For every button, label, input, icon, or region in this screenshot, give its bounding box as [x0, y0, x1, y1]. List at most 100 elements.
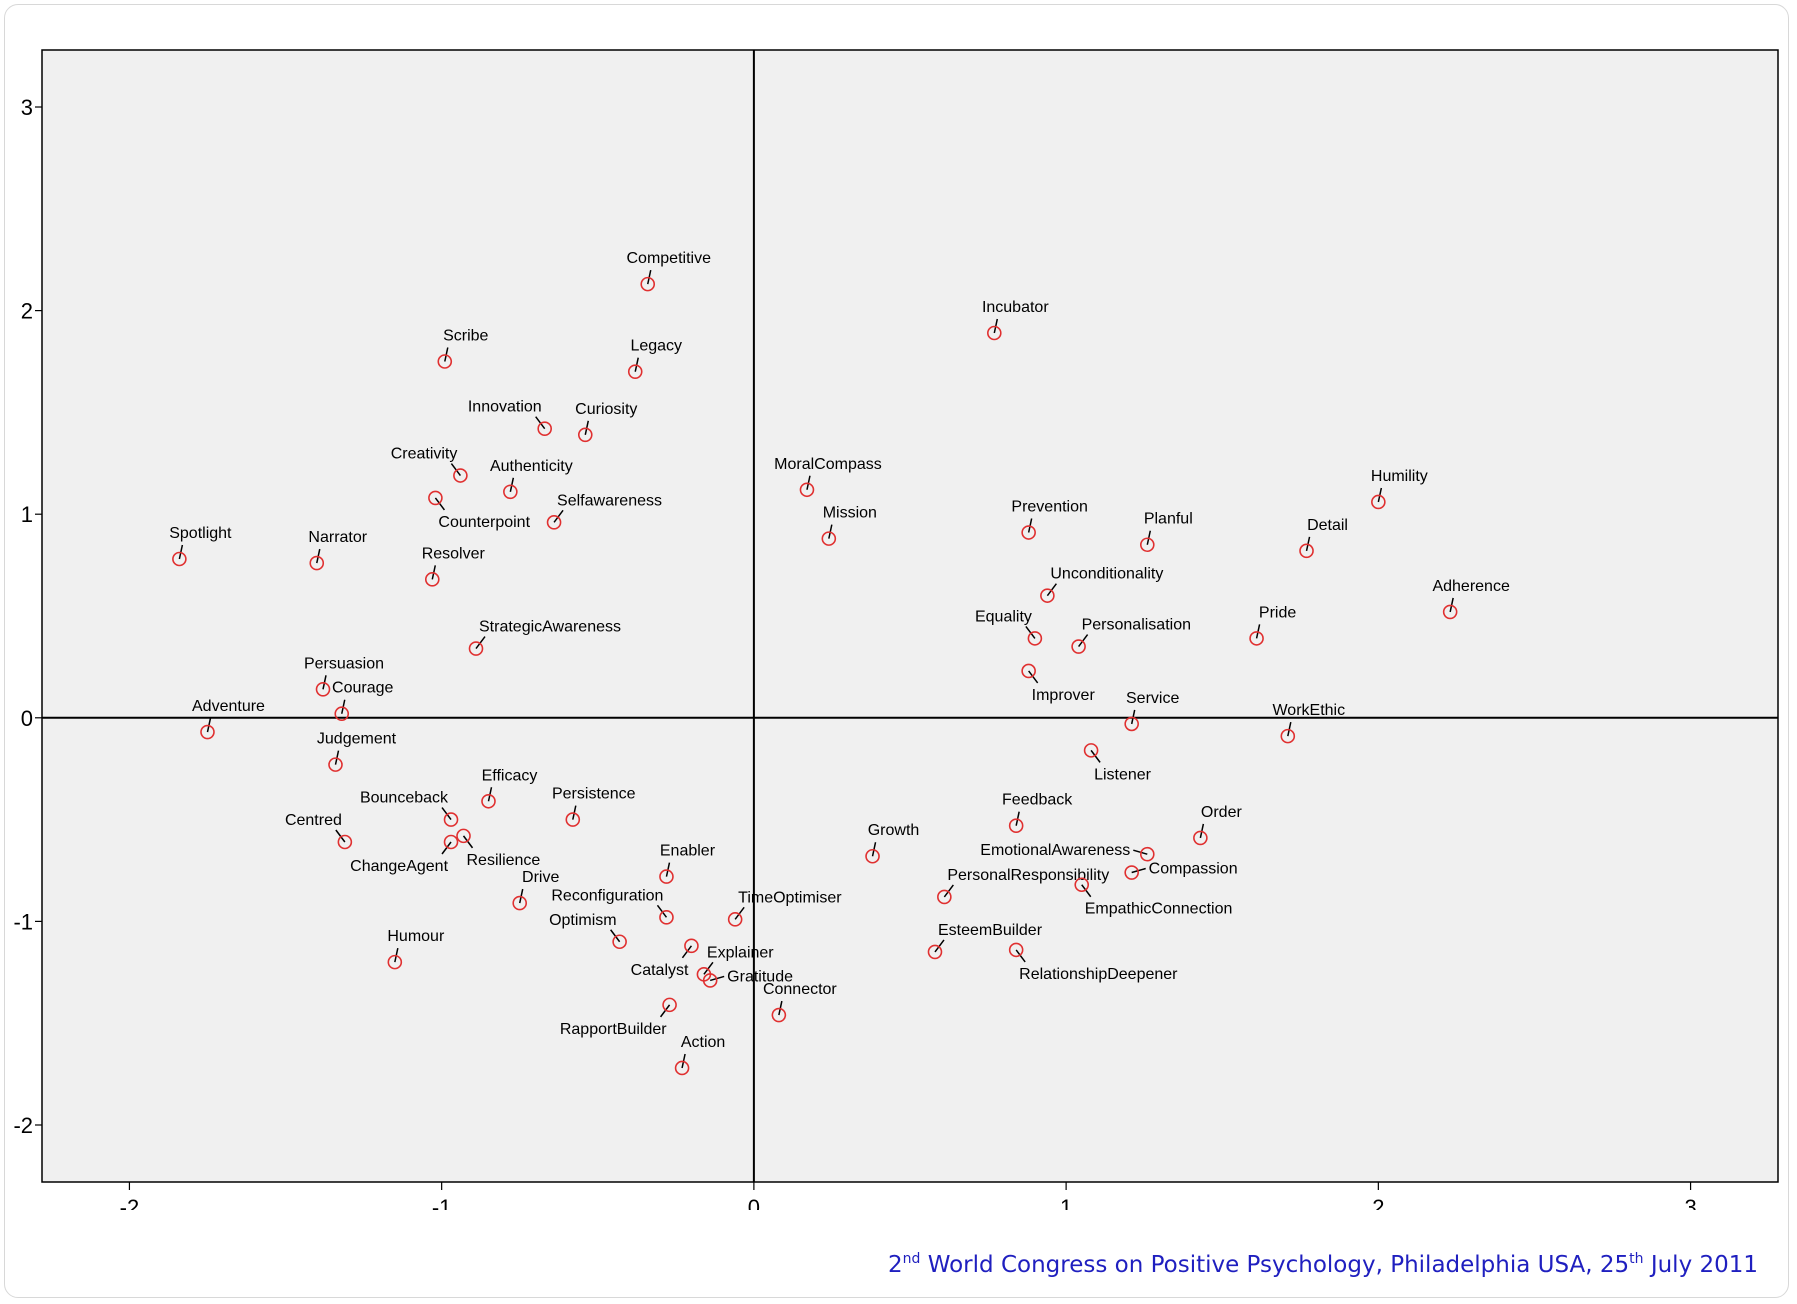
- data-point: Centred: [285, 812, 353, 850]
- leader-line: [441, 841, 452, 855]
- point-marker: [865, 848, 880, 864]
- y-tick-label: 2: [21, 299, 33, 324]
- point-label: Equality: [975, 608, 1032, 625]
- point-marker: [702, 973, 718, 988]
- point-marker: [337, 834, 353, 850]
- point-marker: [503, 484, 518, 500]
- point-marker: [799, 482, 815, 498]
- data-point: Persuasion: [304, 655, 384, 697]
- point-marker: [453, 468, 468, 483]
- data-point: Reconfiguration: [551, 887, 674, 925]
- point-label: Resolver: [422, 545, 486, 562]
- data-point: Humility: [1371, 468, 1428, 510]
- data-point: StrategicAwareness: [468, 619, 621, 656]
- point-label: RapportBuilder: [560, 1021, 667, 1038]
- data-point: Efficacy: [481, 767, 537, 809]
- point-label: RelationshipDeepener: [1019, 966, 1178, 983]
- data-point: Spotlight: [169, 525, 232, 567]
- data-point: Listener: [1083, 743, 1152, 783]
- point-label: Scribe: [443, 328, 488, 345]
- data-point: Planful: [1139, 511, 1193, 553]
- leader-line: [1090, 749, 1101, 763]
- point-marker: [727, 912, 743, 927]
- point-label: Gratitude: [727, 968, 793, 985]
- data-point: Mission: [821, 505, 877, 546]
- point-marker: [328, 757, 343, 772]
- point-marker: [437, 354, 453, 369]
- y-tick-label: 0: [21, 706, 33, 731]
- point-marker: [659, 869, 674, 884]
- point-label: Order: [1201, 804, 1243, 821]
- point-marker: [627, 364, 643, 379]
- point-marker: [200, 724, 215, 740]
- data-point: Courage: [332, 680, 394, 722]
- data-point: Prevention: [1011, 499, 1088, 540]
- point-marker: [640, 276, 656, 292]
- point-label: Optimism: [549, 912, 617, 929]
- point-marker: [1074, 877, 1090, 893]
- point-label: Action: [681, 1034, 725, 1051]
- footer-event: World Congress on Positive Psychology, P…: [920, 1252, 1630, 1278]
- data-point: Innovation: [468, 399, 552, 436]
- leader-line: [1028, 670, 1039, 684]
- point-label: Legacy: [630, 338, 682, 355]
- point-marker: [546, 515, 562, 530]
- x-tick-label: 2: [1372, 1195, 1384, 1210]
- point-marker: [1124, 865, 1139, 880]
- leader-line: [1015, 949, 1026, 963]
- point-marker: [456, 828, 471, 844]
- data-point: Catalyst: [631, 938, 699, 979]
- data-point: Detail: [1299, 517, 1348, 559]
- data-point: Resilience: [456, 828, 540, 869]
- point-marker: [674, 1060, 690, 1076]
- leader-line: [681, 945, 693, 959]
- axis-ticks: -2 -1 0 1 2 3 -2 -1 0 1 2 3: [13, 95, 1696, 1210]
- point-marker: [987, 325, 1002, 341]
- data-point: Resolver: [422, 545, 486, 587]
- point-label: Persistence: [552, 786, 636, 803]
- point-label: Compassion: [1149, 861, 1238, 878]
- point-marker: [1371, 494, 1386, 510]
- point-marker: [428, 490, 443, 506]
- leader-line: [1025, 625, 1036, 639]
- data-point: Adventure: [192, 698, 265, 740]
- data-point: Optimism: [549, 912, 627, 950]
- scatter-chart: -2 -1 0 1 2 3 -2 -1 0 1 2 3 Spotlight Narrator Resolv…: [13, 49, 1779, 1210]
- leader-line: [703, 961, 714, 975]
- point-label: Pride: [1259, 604, 1296, 621]
- leader-line: [434, 497, 446, 511]
- leader-line: [610, 929, 621, 943]
- point-label: Counterpoint: [438, 514, 530, 531]
- data-point: ChangeAgent: [350, 834, 459, 875]
- point-marker: [1040, 588, 1055, 603]
- point-marker: [1442, 604, 1458, 620]
- point-label: Listener: [1094, 766, 1152, 783]
- point-marker: [468, 641, 484, 656]
- point-label: Catalyst: [631, 962, 689, 979]
- leader-line: [734, 906, 745, 920]
- point-label: Humility: [1371, 468, 1428, 485]
- point-label: Improver: [1032, 687, 1096, 704]
- footer-date-suffix: th: [1629, 1251, 1644, 1267]
- point-marker: [927, 944, 943, 960]
- point-marker: [612, 934, 627, 950]
- point-label: Innovation: [468, 399, 542, 416]
- point-label: Enabler: [660, 843, 716, 860]
- point-marker: [1249, 631, 1264, 646]
- leader-line: [1081, 884, 1092, 898]
- point-label: Growth: [868, 822, 920, 839]
- leader-line: [1078, 634, 1089, 647]
- point-label: MoralCompass: [774, 456, 882, 473]
- point-marker: [577, 427, 593, 443]
- data-point: Improver: [1021, 663, 1096, 704]
- data-point: Legacy: [627, 338, 682, 379]
- y-tick-label: -2: [13, 1113, 33, 1138]
- leader-line: [656, 904, 668, 918]
- point-marker: [821, 531, 837, 546]
- data-point: RelationshipDeepener: [1008, 942, 1178, 983]
- data-point: RapportBuilder: [560, 997, 677, 1038]
- point-label: Spotlight: [169, 525, 232, 542]
- leader-line: [535, 416, 546, 430]
- footer-ordinal-suffix: nd: [902, 1251, 921, 1267]
- x-tick-label: -1: [432, 1195, 452, 1210]
